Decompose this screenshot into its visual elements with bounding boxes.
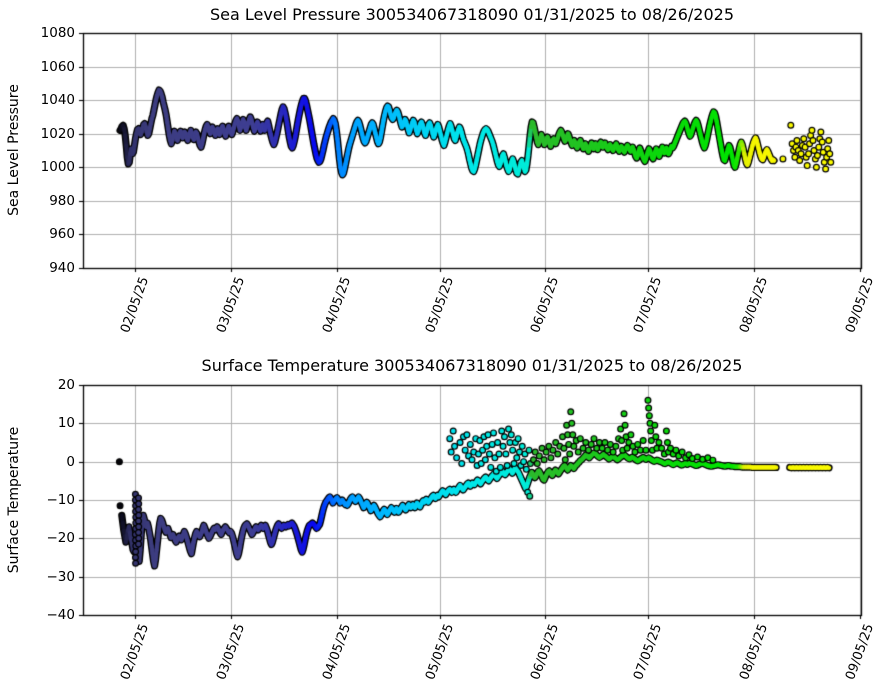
- pressure-chart-title: Sea Level Pressure 300534067318090 01/31…: [209, 5, 735, 24]
- y-tick-label: 1000: [40, 159, 75, 176]
- y-tick-label: 20: [57, 377, 75, 393]
- y-tick-label: 0: [66, 453, 75, 470]
- y-tick-label: 1060: [40, 58, 75, 75]
- y-tick-label: −20: [46, 530, 76, 547]
- y-tick-label: 960: [49, 226, 75, 243]
- pressure-y-axis-label: Sea Level Pressure: [6, 84, 22, 216]
- y-tick-label: 1080: [40, 25, 75, 41]
- y-tick-label: 1020: [40, 125, 75, 142]
- y-tick-label: 1040: [40, 92, 75, 109]
- temperature-chart-title: Surface Temperature 300534067318090 01/3…: [201, 356, 743, 375]
- y-tick-label: 980: [49, 192, 75, 209]
- y-tick-label: −40: [46, 607, 76, 623]
- y-tick-label: −10: [46, 492, 76, 508]
- y-tick-label: 940: [49, 260, 75, 276]
- y-tick-label: 10: [57, 415, 75, 432]
- y-tick-label: −30: [46, 568, 76, 585]
